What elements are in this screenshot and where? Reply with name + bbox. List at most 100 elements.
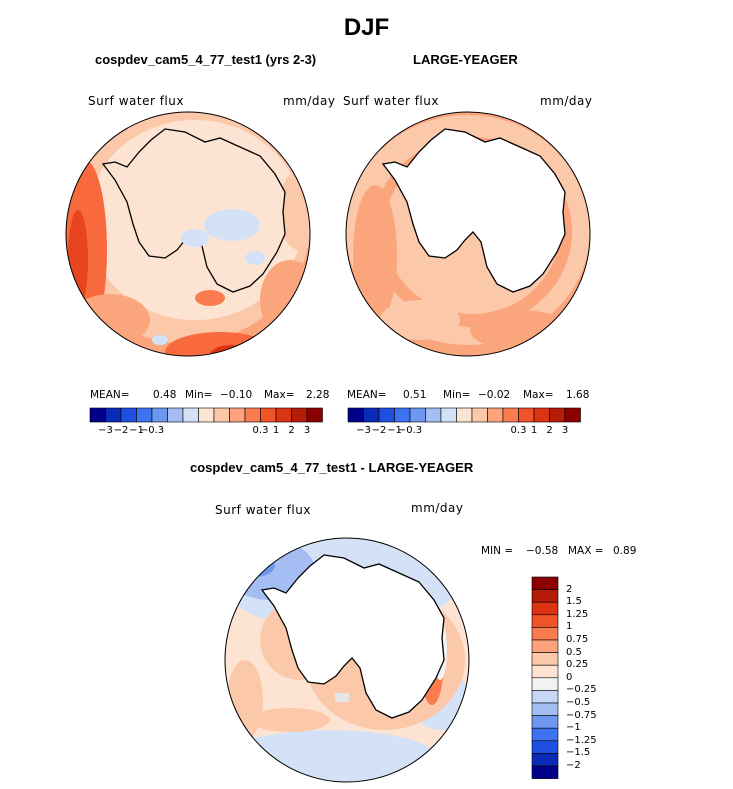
colorbar-test-tick-label: 1 — [272, 425, 280, 436]
colorbar-difference-tick-label: −1.25 — [566, 734, 597, 746]
colorbar-test-tick-label: −0.3 — [139, 425, 165, 436]
colorbar-difference-tick-label: 1.25 — [566, 608, 589, 620]
difference-max-value: 0.89 — [613, 545, 637, 557]
difference-units-label: mm/day — [411, 501, 464, 515]
colorbar-obs-box-8 — [471, 407, 488, 423]
colorbar-test-tick-label: −3 — [98, 425, 113, 436]
colorbar-obs-box-4 — [409, 407, 426, 423]
map-obs — [346, 112, 590, 356]
colorbar-difference-box-5 — [531, 639, 559, 653]
obs-case-title: LARGE-YEAGER — [413, 52, 518, 67]
colorbar-test-box-12 — [275, 407, 292, 423]
colorbar-obs-box-3 — [394, 407, 411, 423]
colorbar-test-tick-label: 3 — [303, 425, 311, 436]
colorbar-difference-box-11 — [531, 715, 559, 729]
colorbar-test-box-13 — [291, 407, 308, 423]
colorbar-obs-tick-label: −2 — [371, 425, 387, 436]
colorbar-test-tick-label: 0.3 — [252, 425, 269, 436]
colorbar-test-tick-label: −2 — [113, 425, 129, 436]
obs-max-value: 1.68 — [566, 389, 590, 401]
colorbar-difference-box-2 — [531, 601, 559, 616]
difference-max-label: MAX = — [568, 545, 604, 557]
test-mean-value: 0.48 — [153, 389, 177, 401]
colorbar-test-box-5 — [167, 407, 184, 423]
test-max-value: 2.28 — [306, 389, 330, 401]
colorbar-difference-tick-label: −2 — [566, 760, 581, 771]
colorbar-difference-box-6 — [531, 652, 559, 666]
colorbar-difference-tick-label: −1.5 — [566, 747, 591, 759]
colorbar-obs-box-9 — [487, 407, 504, 423]
difference-case-title: cospdev_cam5_4_77_test1 - LARGE-YEAGER — [190, 460, 474, 475]
obs-mean-value: 0.51 — [403, 389, 427, 401]
colorbar-difference-tick-label: −0.75 — [566, 709, 597, 721]
season-title: DJF — [343, 14, 390, 41]
test-min-value: −0.10 — [220, 389, 253, 401]
colorbar-obs-tick-label: 2 — [546, 425, 553, 436]
colorbar-difference-box-15 — [531, 765, 559, 779]
test-max-label: Max= — [264, 389, 295, 401]
obs-min-label: Min= — [443, 389, 471, 401]
colorbar-test-box-10 — [244, 407, 261, 423]
colorbar-difference-box-10 — [531, 702, 559, 716]
colorbar-difference-tick-label: 0.75 — [566, 634, 589, 645]
test-variable-label: Surf water flux — [88, 94, 184, 108]
colorbar-obs-tick-label: 3 — [561, 425, 569, 436]
obs-mean-label: MEAN= — [347, 389, 387, 401]
colorbar-test-box-11 — [260, 407, 277, 423]
colorbar-test-box-0 — [89, 407, 106, 423]
obs-max-label: Max= — [523, 389, 554, 401]
obs-min-value: −0.02 — [478, 389, 511, 401]
obs-variable-label: Surf water flux — [343, 94, 439, 108]
colorbar-test-box-3 — [136, 407, 153, 423]
colorbar-obs-box-10 — [502, 407, 519, 423]
colorbar-test-box-8 — [213, 407, 230, 423]
difference-min-label: MIN = — [481, 545, 514, 557]
colorbar-test-tick-label: −1 — [129, 425, 144, 436]
colorbar-test-box-9 — [229, 407, 246, 423]
colorbar-difference-box-13 — [531, 740, 559, 754]
colorbar-obs-box-13 — [549, 407, 566, 423]
colorbar-difference-box-4 — [531, 627, 559, 641]
difference-min-value: −0.58 — [526, 545, 559, 557]
colorbar-test-box-1 — [105, 407, 122, 423]
test-case-title: cospdev_cam5_4_77_test1 (yrs 2-3) — [95, 52, 317, 67]
test-units-label: mm/day — [283, 94, 336, 108]
obs-units-label: mm/day — [540, 94, 593, 108]
colorbar-obs-box-12 — [533, 407, 550, 423]
colorbar-difference-tick-label: 2 — [566, 583, 573, 595]
colorbar-obs — [347, 407, 581, 423]
colorbar-difference-tick-label: −0.5 — [566, 697, 591, 708]
colorbar-difference-tick-label: 0.25 — [566, 659, 589, 671]
colorbar-obs-box-1 — [363, 407, 380, 423]
colorbar-obs-box-14 — [564, 407, 581, 423]
colorbar-obs-box-7 — [456, 407, 473, 423]
colorbar-obs-box-6 — [440, 407, 457, 423]
colorbar-difference-tick-label: 0.5 — [566, 646, 582, 658]
colorbar-difference-tick-label: 1.5 — [566, 596, 582, 608]
colorbar-obs-box-11 — [518, 407, 535, 423]
colorbar-difference-tick-label: −1 — [566, 722, 581, 734]
test-min-label: Min= — [185, 389, 213, 401]
colorbar-difference — [531, 576, 559, 779]
colorbar-difference-box-12 — [531, 727, 559, 742]
colorbar-obs-box-5 — [425, 407, 442, 423]
difference-variable-label: Surf water flux — [215, 503, 311, 517]
colorbar-difference-tick-label: 0 — [566, 671, 573, 683]
colorbar-difference-tick-label: 1 — [566, 621, 573, 633]
colorbar-difference-box-9 — [531, 690, 559, 704]
colorbar-difference-box-3 — [531, 614, 559, 628]
colorbar-obs-tick-label: 0.3 — [510, 425, 527, 436]
colorbar-test — [89, 407, 323, 423]
colorbar-test-tick-label: 2 — [288, 425, 295, 436]
colorbar-difference-box-0 — [531, 576, 559, 590]
colorbar-test-box-7 — [198, 407, 215, 423]
test-mean-label: MEAN= — [90, 389, 130, 401]
colorbar-difference-tick-label: −0.25 — [566, 684, 597, 696]
map-difference — [225, 538, 469, 782]
colorbar-obs-tick-label: −0.3 — [397, 425, 423, 436]
colorbar-difference-box-14 — [531, 753, 559, 767]
colorbar-test-box-6 — [182, 407, 199, 423]
colorbar-obs-box-0 — [347, 407, 364, 423]
colorbar-obs-tick-label: −3 — [356, 425, 371, 436]
colorbar-difference-box-1 — [531, 589, 559, 603]
